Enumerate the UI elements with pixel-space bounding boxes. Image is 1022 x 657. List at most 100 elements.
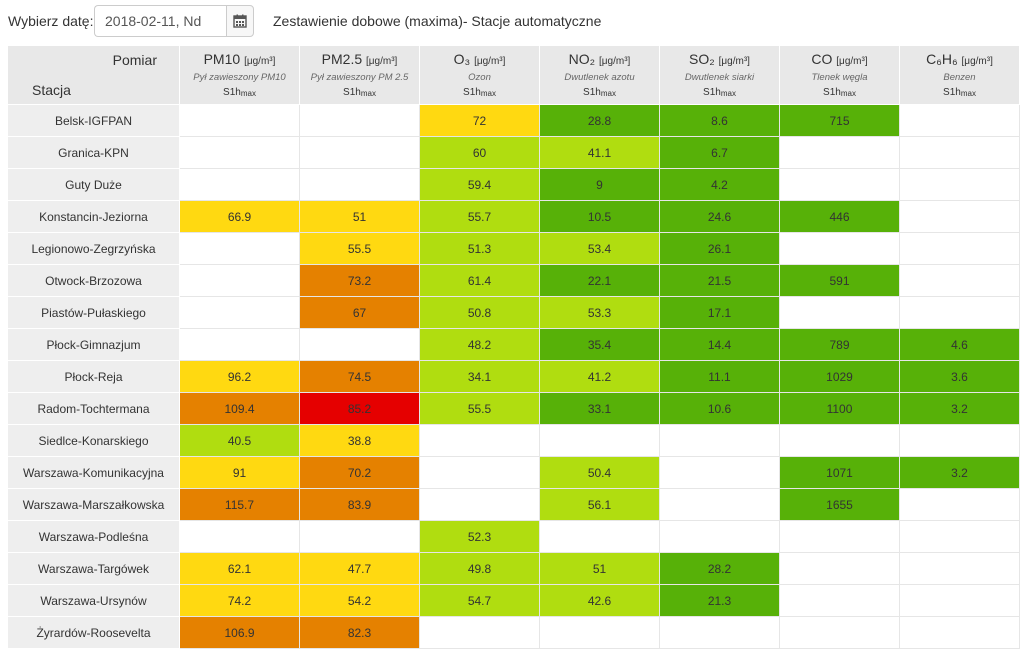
value-cell[interactable]: 8.6 <box>659 104 780 137</box>
pollutant-header[interactable]: PM10 [μg/m³] Pył zawieszony PM10 S1hmax <box>179 45 300 105</box>
value-cell[interactable]: 591 <box>779 264 900 297</box>
value-cell[interactable]: 70.2 <box>299 456 420 489</box>
value-cell[interactable]: 6.7 <box>659 136 780 169</box>
station-name[interactable]: Warszawa-Ursynów <box>7 584 180 617</box>
value-cell[interactable]: 14.4 <box>659 328 780 361</box>
table-row: Guty Duże 59.4 9 4.2 <box>7 168 1020 201</box>
value-cell[interactable]: 26.1 <box>659 232 780 265</box>
value-cell[interactable]: 74.2 <box>179 584 300 617</box>
value-cell[interactable]: 56.1 <box>539 488 660 521</box>
value-cell[interactable]: 73.2 <box>299 264 420 297</box>
empty-cell <box>779 520 900 553</box>
calendar-button[interactable] <box>226 5 254 37</box>
station-name[interactable]: Warszawa-Targówek <box>7 552 180 585</box>
value-cell[interactable]: 41.2 <box>539 360 660 393</box>
value-cell[interactable]: 54.2 <box>299 584 420 617</box>
station-name[interactable]: Granica-KPN <box>7 136 180 169</box>
station-name[interactable]: Guty Duże <box>7 168 180 201</box>
station-name[interactable]: Konstancin-Jeziorna <box>7 200 180 233</box>
value-cell[interactable]: 3.2 <box>899 392 1020 425</box>
value-cell[interactable]: 789 <box>779 328 900 361</box>
station-name[interactable]: Warszawa-Komunikacyjna <box>7 456 180 489</box>
pollutant-header[interactable]: CO [μg/m³] Tlenek węgla S1hmax <box>779 45 900 105</box>
pollutant-header[interactable]: C₆H₆ [μg/m³] Benzen S1hmax <box>899 45 1020 105</box>
value-cell[interactable]: 24.6 <box>659 200 780 233</box>
value-cell[interactable]: 60 <box>419 136 540 169</box>
value-cell[interactable]: 53.4 <box>539 232 660 265</box>
value-cell[interactable]: 72 <box>419 104 540 137</box>
value-cell[interactable]: 10.6 <box>659 392 780 425</box>
value-cell[interactable]: 54.7 <box>419 584 540 617</box>
pollutant-header[interactable]: PM2.5 [μg/m³] Pył zawieszony PM 2.5 S1hmax <box>299 45 420 105</box>
pollutant-header[interactable]: SO₂ [μg/m³] Dwutlenek siarki S1hmax <box>659 45 780 105</box>
station-name[interactable]: Piastów-Pułaskiego <box>7 296 180 329</box>
value-cell[interactable]: 3.6 <box>899 360 1020 393</box>
value-cell[interactable]: 82.3 <box>299 616 420 649</box>
value-cell[interactable]: 446 <box>779 200 900 233</box>
value-cell[interactable]: 83.9 <box>299 488 420 521</box>
value-cell[interactable]: 51 <box>299 200 420 233</box>
pollutant-header[interactable]: NO₂ [μg/m³] Dwutlenek azotu S1hmax <box>539 45 660 105</box>
station-name[interactable]: Płock-Reja <box>7 360 180 393</box>
value-cell[interactable]: 4.2 <box>659 168 780 201</box>
value-cell[interactable]: 4.6 <box>899 328 1020 361</box>
value-cell[interactable]: 53.3 <box>539 296 660 329</box>
value-cell[interactable]: 9 <box>539 168 660 201</box>
value-cell[interactable]: 1655 <box>779 488 900 521</box>
value-cell[interactable]: 41.1 <box>539 136 660 169</box>
value-cell[interactable]: 48.2 <box>419 328 540 361</box>
value-cell[interactable]: 47.7 <box>299 552 420 585</box>
value-cell[interactable]: 59.4 <box>419 168 540 201</box>
value-cell[interactable]: 115.7 <box>179 488 300 521</box>
pollutant-header[interactable]: O₃ [μg/m³] Ozon S1hmax <box>419 45 540 105</box>
value-cell[interactable]: 85.2 <box>299 392 420 425</box>
station-name[interactable]: Warszawa-Podleśna <box>7 520 180 553</box>
value-cell[interactable]: 11.1 <box>659 360 780 393</box>
station-name[interactable]: Siedlce-Konarskiego <box>7 424 180 457</box>
value-cell[interactable]: 22.1 <box>539 264 660 297</box>
value-cell[interactable]: 28.8 <box>539 104 660 137</box>
value-cell[interactable]: 1029 <box>779 360 900 393</box>
value-cell[interactable]: 34.1 <box>419 360 540 393</box>
value-cell[interactable]: 106.9 <box>179 616 300 649</box>
value-cell[interactable]: 50.8 <box>419 296 540 329</box>
station-name[interactable]: Legionowo-Zegrzyńska <box>7 232 180 265</box>
value-cell[interactable]: 61.4 <box>419 264 540 297</box>
value-cell[interactable]: 62.1 <box>179 552 300 585</box>
value-cell[interactable]: 28.2 <box>659 552 780 585</box>
value-cell[interactable]: 21.5 <box>659 264 780 297</box>
value-cell[interactable]: 21.3 <box>659 584 780 617</box>
value-cell[interactable]: 55.7 <box>419 200 540 233</box>
value-cell[interactable]: 3.2 <box>899 456 1020 489</box>
value-cell[interactable]: 96.2 <box>179 360 300 393</box>
value-cell[interactable]: 109.4 <box>179 392 300 425</box>
value-cell[interactable]: 74.5 <box>299 360 420 393</box>
value-cell[interactable]: 17.1 <box>659 296 780 329</box>
value-cell[interactable]: 50.4 <box>539 456 660 489</box>
station-name[interactable]: Płock-Gimnazjum <box>7 328 180 361</box>
station-name[interactable]: Otwock-Brzozowa <box>7 264 180 297</box>
value-cell[interactable]: 1100 <box>779 392 900 425</box>
value-cell[interactable]: 715 <box>779 104 900 137</box>
value-cell[interactable]: 10.5 <box>539 200 660 233</box>
station-name[interactable]: Radom-Tochtermana <box>7 392 180 425</box>
value-cell[interactable]: 51 <box>539 552 660 585</box>
value-cell[interactable]: 33.1 <box>539 392 660 425</box>
value-cell[interactable]: 51.3 <box>419 232 540 265</box>
value-cell[interactable]: 52.3 <box>419 520 540 553</box>
date-input[interactable] <box>94 5 226 37</box>
station-name[interactable]: Warszawa-Marszałkowska <box>7 488 180 521</box>
value-cell[interactable]: 49.8 <box>419 552 540 585</box>
value-cell[interactable]: 66.9 <box>179 200 300 233</box>
station-name[interactable]: Żyrardów-Roosevelta <box>7 616 180 649</box>
value-cell[interactable]: 35.4 <box>539 328 660 361</box>
value-cell[interactable]: 55.5 <box>419 392 540 425</box>
station-name[interactable]: Belsk-IGFPAN <box>7 104 180 137</box>
value-cell[interactable]: 91 <box>179 456 300 489</box>
value-cell[interactable]: 38.8 <box>299 424 420 457</box>
value-cell[interactable]: 67 <box>299 296 420 329</box>
value-cell[interactable]: 1071 <box>779 456 900 489</box>
value-cell[interactable]: 42.6 <box>539 584 660 617</box>
value-cell[interactable]: 55.5 <box>299 232 420 265</box>
value-cell[interactable]: 40.5 <box>179 424 300 457</box>
